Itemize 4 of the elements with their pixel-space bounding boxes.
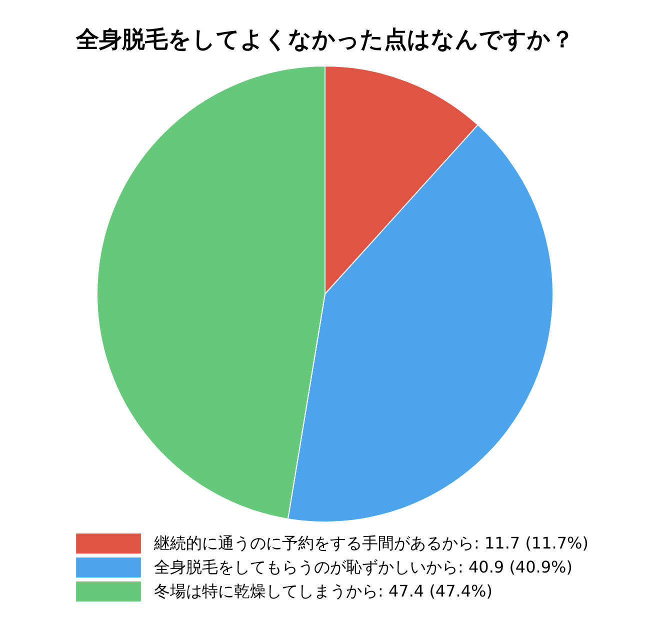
legend-label: 全身脱毛をしてもらうのが恥ずかしいから: 40.9 (40.9%): [154, 558, 572, 576]
legend-label: 冬場は特に乾燥してしまうから: 47.4 (47.4%): [154, 582, 492, 600]
chart-title: 全身脱毛をしてよくなかった点はなんですか？: [75, 27, 574, 53]
legend-label: 継続的に通うのに予約をする手間があるから: 11.7 (11.7%): [153, 534, 588, 552]
